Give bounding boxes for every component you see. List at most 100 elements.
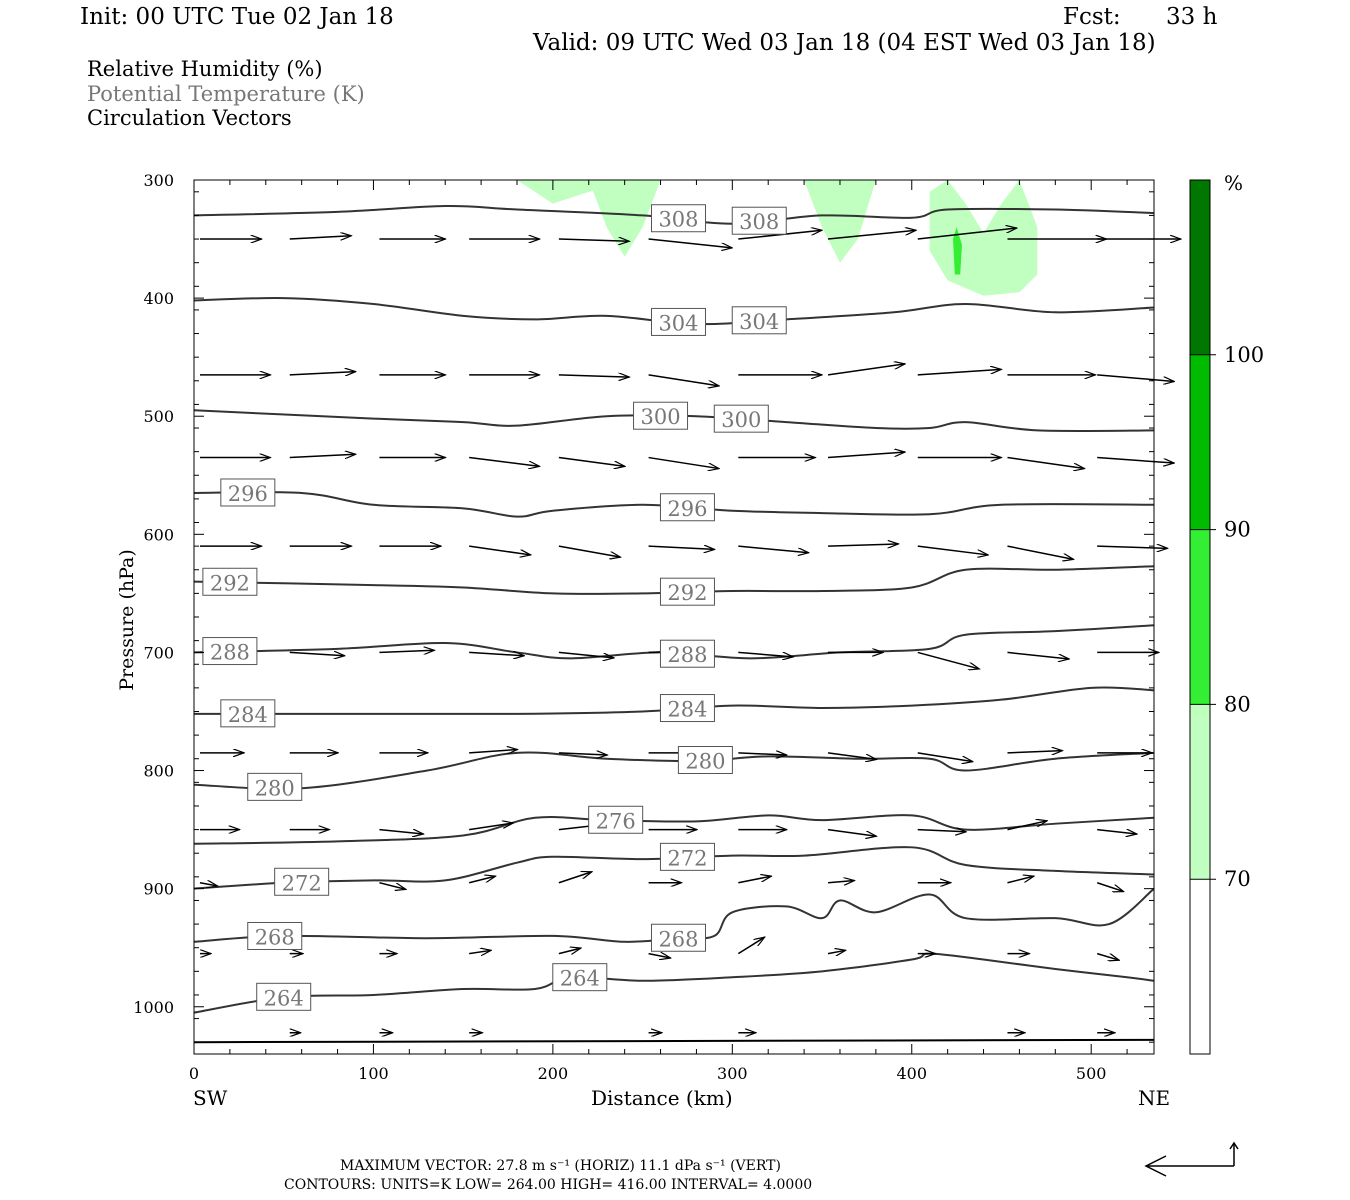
contour-label-box <box>713 404 769 433</box>
wind-vector <box>469 652 524 655</box>
ground-line <box>194 1038 1154 1044</box>
rh-region-70 <box>804 180 876 263</box>
wind-vector <box>917 830 966 832</box>
wind-vector <box>1007 456 1084 469</box>
contour-label-text: 268 <box>255 925 295 949</box>
wind-vector <box>469 545 531 555</box>
contour-label-text: 276 <box>596 809 636 833</box>
wind-vector <box>827 752 876 760</box>
x-tick-label: 400 <box>896 1064 927 1083</box>
contour-label-text: 300 <box>721 408 761 432</box>
wind-vector <box>468 876 495 884</box>
contour-label-box <box>274 867 330 896</box>
wind-vector <box>648 456 719 469</box>
contour-label-288: 288 <box>202 637 258 666</box>
y-tick-label: 900 <box>143 880 174 899</box>
contour-label-box <box>659 493 715 522</box>
y-tick-label: 700 <box>143 643 174 662</box>
forecast-hour: 33 h <box>1166 4 1218 30</box>
wind-vector <box>1007 651 1069 659</box>
colorbar-unit: % <box>1224 171 1243 195</box>
contour-label-text: 280 <box>255 776 295 800</box>
colorbar-segment <box>1190 529 1210 705</box>
wind-vector <box>738 753 786 755</box>
wind-vector <box>1007 876 1033 884</box>
x-tick-label: 200 <box>538 1064 569 1083</box>
wind-vector <box>289 236 352 239</box>
contour-label-box <box>650 923 706 952</box>
wind-vector <box>1097 456 1174 464</box>
contour-label-272: 272 <box>659 842 715 871</box>
wind-vector <box>558 872 592 884</box>
wind-vector <box>827 452 905 459</box>
wind-vector <box>469 750 517 753</box>
contour-label-308: 308 <box>731 206 787 235</box>
wind-vector <box>917 228 1017 240</box>
contour-label-text: 300 <box>640 405 680 429</box>
contour-label-box <box>202 567 258 596</box>
contour-label-text: 288 <box>667 643 707 667</box>
rh-region-70 <box>588 180 661 257</box>
wind-vector <box>558 545 621 557</box>
wind-vector <box>648 954 671 958</box>
y-tick-label: 600 <box>143 525 174 544</box>
contour-label-box <box>650 307 706 336</box>
wind-vector <box>827 828 876 837</box>
wind-vector <box>738 876 771 884</box>
wind-vector <box>469 823 513 831</box>
theta-contour-308 <box>194 204 1154 225</box>
contour-label-280: 280 <box>677 746 733 775</box>
contour-label-text: 264 <box>560 967 600 991</box>
contour-label-box <box>677 746 733 775</box>
contour-label-text: 288 <box>210 641 250 665</box>
valid-time: Valid: 09 UTC Wed 03 Jan 18 (04 EST Wed … <box>533 30 1156 56</box>
axis-layer: 300 400 500 600 700 800 900 1000 0 100 200 300 400 50… <box>133 171 1154 1083</box>
contour-label-text: 284 <box>667 698 707 722</box>
contour-label-box <box>202 637 258 666</box>
contour-label-box <box>552 963 608 992</box>
contour-label-box <box>247 921 303 950</box>
contour-label-276: 276 <box>588 805 644 834</box>
contour-label-box <box>220 699 276 728</box>
contour-label-text: 284 <box>228 703 268 727</box>
wind-vector <box>738 545 808 553</box>
wind-vector <box>648 374 719 386</box>
contour-label-box <box>247 772 303 801</box>
theta-contour-268 <box>194 887 1154 943</box>
wind-vector <box>558 948 581 954</box>
contour-label-268: 268 <box>247 921 303 950</box>
wind-vector <box>917 545 988 555</box>
forecast-label: Fcst: <box>1063 4 1121 30</box>
x-axis-end-ne: NE <box>1138 1086 1171 1110</box>
contour-label-text: 308 <box>739 210 779 234</box>
contour-label-box <box>650 204 706 233</box>
contour-label-300: 300 <box>633 401 689 430</box>
contour-label-304: 304 <box>650 307 706 336</box>
wind-vector <box>917 369 1002 376</box>
rh-region-70 <box>929 180 1038 296</box>
colorbar-segment <box>1190 354 1210 530</box>
wind-vector <box>737 937 764 955</box>
wind-vector <box>917 752 973 762</box>
theta-contour-296 <box>194 491 1154 518</box>
y-tick-label: 500 <box>143 407 174 426</box>
colorbar-label: 100 <box>1224 343 1264 367</box>
contour-label-box <box>633 401 689 430</box>
contour-label-272: 272 <box>274 867 330 896</box>
wind-vector <box>828 544 898 546</box>
contour-label-box <box>659 694 715 723</box>
wind-vector <box>648 546 715 549</box>
contour-label-box <box>659 577 715 606</box>
y-tick-label: 800 <box>143 762 174 781</box>
x-tick-label: 300 <box>717 1064 748 1083</box>
wind-vector <box>289 454 356 457</box>
contour-label-296: 296 <box>659 493 715 522</box>
contour-label-text: 296 <box>667 497 707 521</box>
x-axis-title: Distance (km) <box>591 1086 733 1110</box>
contour-label-text: 304 <box>658 311 698 335</box>
y-tick-label: 1000 <box>133 998 174 1017</box>
contour-label-264: 264 <box>552 963 608 992</box>
x-tick-label: 0 <box>189 1064 199 1083</box>
wind-vector <box>827 230 916 240</box>
